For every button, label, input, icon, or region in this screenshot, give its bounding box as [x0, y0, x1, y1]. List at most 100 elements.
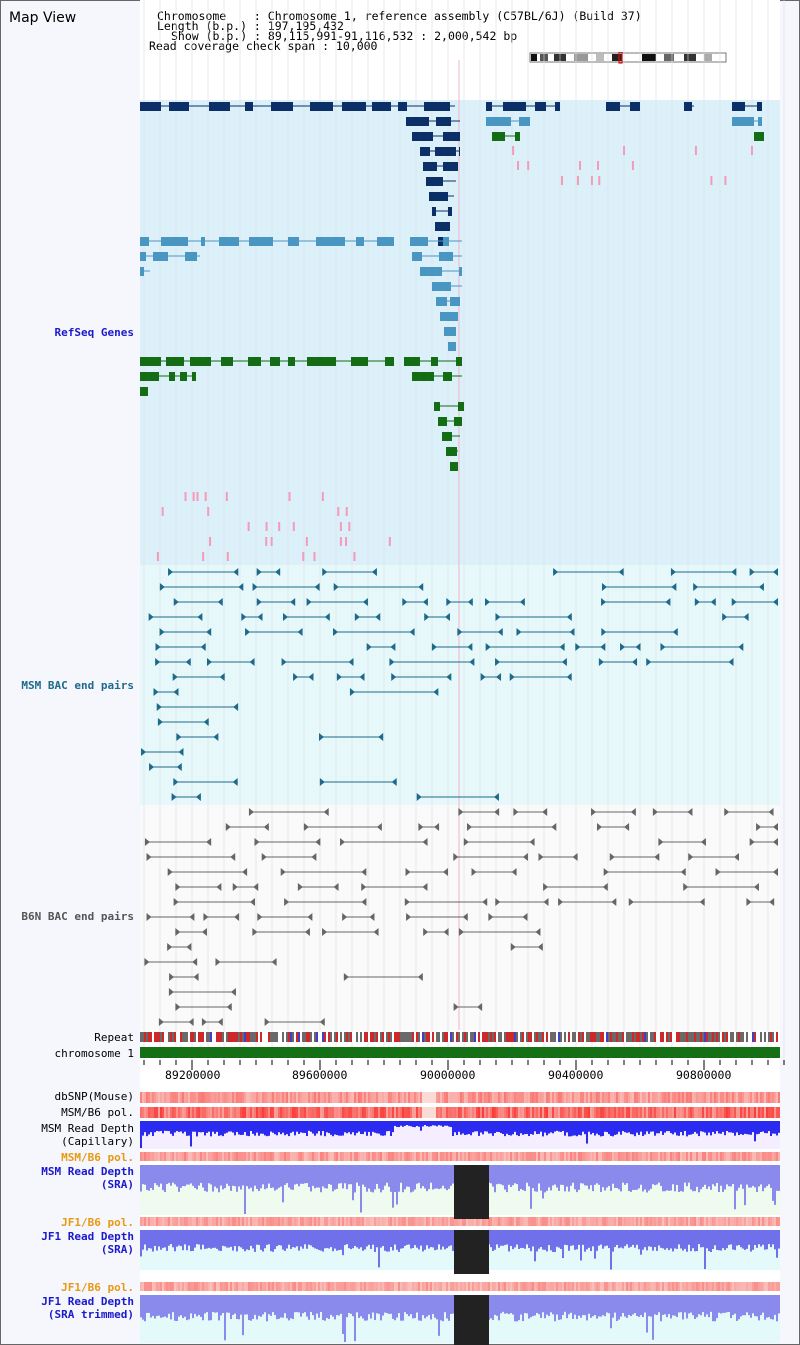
- depth-bar: [142, 1295, 144, 1320]
- depth-bar: [230, 1165, 232, 1191]
- polymorphism-cell: [308, 1092, 310, 1103]
- polymorphism-cell: [178, 1217, 180, 1226]
- polymorphism-cell: [714, 1107, 716, 1118]
- polymorphism-cell: [140, 1092, 142, 1103]
- depth-bar: [554, 1230, 556, 1252]
- polymorphism-cell: [402, 1152, 404, 1161]
- polymorphism-cell: [710, 1217, 712, 1226]
- depth-bar: [686, 1165, 688, 1187]
- depth-bar: [766, 1165, 768, 1187]
- polymorphism-cell: [576, 1092, 578, 1103]
- depth-bar: [442, 1165, 444, 1186]
- depth-bar: [562, 1121, 564, 1131]
- gene-exon: [153, 252, 168, 261]
- jf1-b6-pol-label: JF1/B6 pol.: [61, 1216, 134, 1229]
- polymorphism-cell: [512, 1217, 514, 1226]
- repeat-mark: [158, 1032, 160, 1042]
- polymorphism-cell: [676, 1282, 678, 1291]
- b6n-bac-label[interactable]: B6N BAC end pairs: [21, 910, 134, 923]
- repeat-mark: [760, 1032, 762, 1042]
- polymorphism-cell: [570, 1217, 572, 1226]
- depth-bar: [508, 1121, 510, 1136]
- polymorphism-cell: [344, 1092, 346, 1103]
- polymorphism-cell: [222, 1107, 224, 1118]
- polymorphism-cell: [396, 1092, 398, 1103]
- depth-bar: [662, 1121, 664, 1135]
- depth-bar: [690, 1121, 692, 1135]
- depth-bar: [328, 1295, 330, 1319]
- repeat-mark: [722, 1032, 724, 1042]
- depth-bar: [578, 1165, 580, 1190]
- depth-bar: [242, 1230, 244, 1250]
- repeat-mark: [536, 1032, 538, 1042]
- polymorphism-cell: [680, 1217, 682, 1226]
- depth-bar: [632, 1165, 634, 1190]
- polymorphism-cell: [666, 1217, 668, 1226]
- depth-bar: [692, 1121, 694, 1134]
- polymorphism-cell: [244, 1152, 246, 1161]
- polymorphism-cell: [366, 1217, 368, 1226]
- depth-bar: [160, 1295, 162, 1318]
- polymorphism-cell: [260, 1092, 262, 1103]
- polymorphism-cell: [216, 1217, 218, 1226]
- polymorphism-cell: [434, 1282, 436, 1291]
- polymorphism-cell: [388, 1152, 390, 1161]
- depth-bar: [382, 1295, 384, 1316]
- polymorphism-cell: [544, 1217, 546, 1226]
- depth-bar: [570, 1121, 572, 1137]
- polymorphism-cell: [308, 1107, 310, 1118]
- polymorphism-cell: [156, 1107, 158, 1118]
- bac-end-marker: [462, 913, 468, 921]
- depth-bar: [412, 1295, 414, 1319]
- polymorphism-cell: [460, 1152, 462, 1161]
- bac-end-marker: [632, 658, 638, 666]
- msm-bac-label[interactable]: MSM BAC end pairs: [21, 679, 134, 692]
- polymorphism-cell: [498, 1092, 500, 1103]
- polymorphism-cell: [394, 1107, 396, 1118]
- polymorphism-cell: [506, 1217, 508, 1226]
- polymorphism-cell: [730, 1282, 732, 1291]
- depth-bar: [770, 1165, 772, 1188]
- polymorphism-cell: [774, 1092, 776, 1103]
- depth-bar: [308, 1165, 310, 1188]
- polymorphism-cell: [728, 1217, 730, 1226]
- polymorphism-cell: [302, 1107, 304, 1118]
- depth-bar: [658, 1230, 660, 1246]
- polymorphism-cell: [182, 1152, 184, 1161]
- depth-bar: [748, 1230, 750, 1245]
- polymorphism-cell: [764, 1092, 766, 1103]
- polymorphism-cell: [152, 1092, 154, 1103]
- polymorphism-cell: [674, 1107, 676, 1118]
- polymorphism-cell: [172, 1107, 174, 1118]
- depth-bar: [206, 1165, 208, 1192]
- bac-end-marker: [569, 628, 575, 636]
- bac-end-marker: [168, 988, 174, 996]
- depth-bar: [216, 1121, 218, 1132]
- repeat-mark: [648, 1032, 650, 1042]
- polymorphism-cell: [330, 1107, 332, 1118]
- depth-bar: [546, 1121, 548, 1136]
- depth-bar: [278, 1295, 280, 1319]
- polymorphism-cell: [162, 1092, 164, 1103]
- polymorphism-cell: [404, 1152, 406, 1161]
- depth-bar: [636, 1295, 638, 1317]
- polymorphism-cell: [304, 1282, 306, 1291]
- depth-bar: [742, 1295, 744, 1316]
- depth-bar: [614, 1295, 616, 1313]
- repeat-mark: [420, 1032, 422, 1042]
- repeat-mark: [264, 1032, 266, 1042]
- depth-bar: [196, 1230, 198, 1245]
- polymorphism-cell: [684, 1217, 686, 1226]
- depth-bar: [520, 1165, 522, 1189]
- snp-mark: [517, 161, 520, 170]
- depth-bar: [684, 1295, 686, 1313]
- polymorphism-cell: [544, 1282, 546, 1291]
- refseq-label[interactable]: RefSeq Genes: [54, 326, 134, 339]
- repeat-mark: [478, 1032, 480, 1042]
- polymorphism-cell: [686, 1092, 688, 1103]
- depth-bar: [514, 1165, 516, 1184]
- polymorphism-cell: [378, 1282, 380, 1291]
- polymorphism-cell: [692, 1217, 694, 1226]
- depth-bar: [400, 1295, 402, 1321]
- polymorphism-cell: [758, 1282, 760, 1291]
